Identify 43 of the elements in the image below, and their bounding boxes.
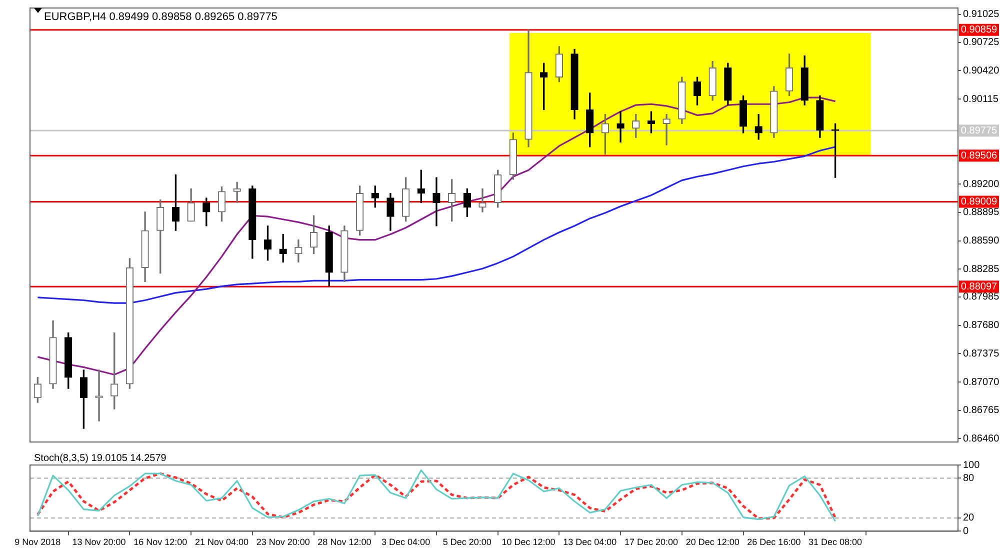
candlestick bbox=[478, 188, 486, 212]
y-tick-label: 0.88285 bbox=[963, 264, 1000, 275]
x-tick-label: 13 Dec 04:00 bbox=[563, 537, 617, 548]
ref-line-label: 0.90859 bbox=[960, 24, 998, 36]
y-tick-label: 100 bbox=[963, 460, 980, 471]
ref-line-label: 0.88097 bbox=[960, 281, 998, 292]
x-tick-label: 26 Dec 16:00 bbox=[747, 537, 801, 548]
y-tick-label: 0 bbox=[963, 526, 969, 537]
x-tick-label: 16 Nov 12:00 bbox=[134, 537, 188, 548]
y-tick-label: 0.87375 bbox=[963, 348, 1000, 360]
candlestick bbox=[616, 111, 624, 143]
ref-line-label: 0.89009 bbox=[960, 196, 998, 208]
chart-title: Stoch(8,3,5) 19.0105 14.2579 bbox=[34, 452, 167, 464]
y-tick-label: 0.90420 bbox=[963, 65, 1000, 76]
x-tick-label: 9 Nov 2018 bbox=[14, 537, 61, 548]
y-tick-label: 0.88590 bbox=[963, 236, 1000, 247]
x-tick-label: 28 Nov 12:00 bbox=[318, 537, 372, 548]
y-tick-label: 20 bbox=[963, 512, 975, 524]
y-tick-label: 0.87070 bbox=[963, 376, 1000, 388]
x-tick-label: 10 Dec 12:00 bbox=[502, 537, 556, 548]
candlestick bbox=[233, 182, 241, 203]
x-tick-label: 5 Dec 20:00 bbox=[442, 537, 492, 548]
y-tick-label: 0.90115 bbox=[963, 94, 999, 105]
y-tick-label: 0.91025 bbox=[963, 9, 1000, 20]
candlestick bbox=[432, 177, 440, 226]
x-tick-label: 31 Dec 08:00 bbox=[808, 537, 862, 548]
y-tick-label: 0.86765 bbox=[963, 405, 1000, 416]
candlestick bbox=[662, 114, 670, 146]
y-tick-label: 0.87985 bbox=[963, 292, 1000, 303]
y-tick-label: 0.90725 bbox=[963, 37, 1000, 48]
y-tick-label: 0.86460 bbox=[963, 433, 1000, 444]
y-tick-label: 0.89200 bbox=[963, 178, 1000, 190]
chart-title: EURGBP,H4 0.89499 0.89858 0.89265 0.89775 bbox=[44, 11, 278, 24]
x-tick-label: 13 Nov 20:00 bbox=[72, 537, 126, 548]
y-tick-label: 80 bbox=[963, 472, 975, 484]
x-tick-label: 23 Nov 20:00 bbox=[256, 537, 310, 548]
x-tick-label: 17 Dec 20:00 bbox=[624, 537, 678, 548]
x-tick-label: 3 Dec 04:00 bbox=[382, 537, 430, 548]
x-tick-label: 21 Nov 04:00 bbox=[194, 537, 249, 548]
x-tick-label: 20 Dec 12:00 bbox=[686, 537, 740, 548]
y-tick-label: 0.88895 bbox=[963, 207, 1000, 218]
ref-line-label: 0.89506 bbox=[960, 150, 998, 162]
y-tick-label: 0.87680 bbox=[963, 320, 1000, 332]
